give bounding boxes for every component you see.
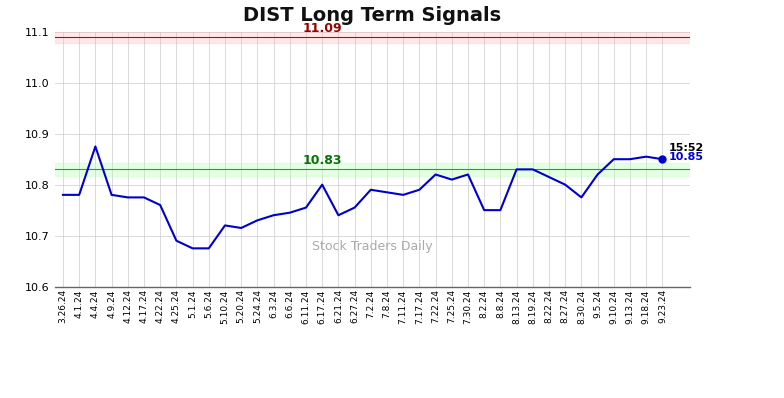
Bar bbox=[55, 31, 690, 43]
Text: 15:52: 15:52 bbox=[669, 143, 704, 153]
Text: 11.09: 11.09 bbox=[303, 22, 342, 35]
Text: 10.85: 10.85 bbox=[669, 152, 704, 162]
Text: 10.83: 10.83 bbox=[303, 154, 342, 167]
Text: Stock Traders Daily: Stock Traders Daily bbox=[312, 240, 433, 254]
Title: DIST Long Term Signals: DIST Long Term Signals bbox=[243, 6, 502, 25]
Bar bbox=[55, 163, 690, 176]
